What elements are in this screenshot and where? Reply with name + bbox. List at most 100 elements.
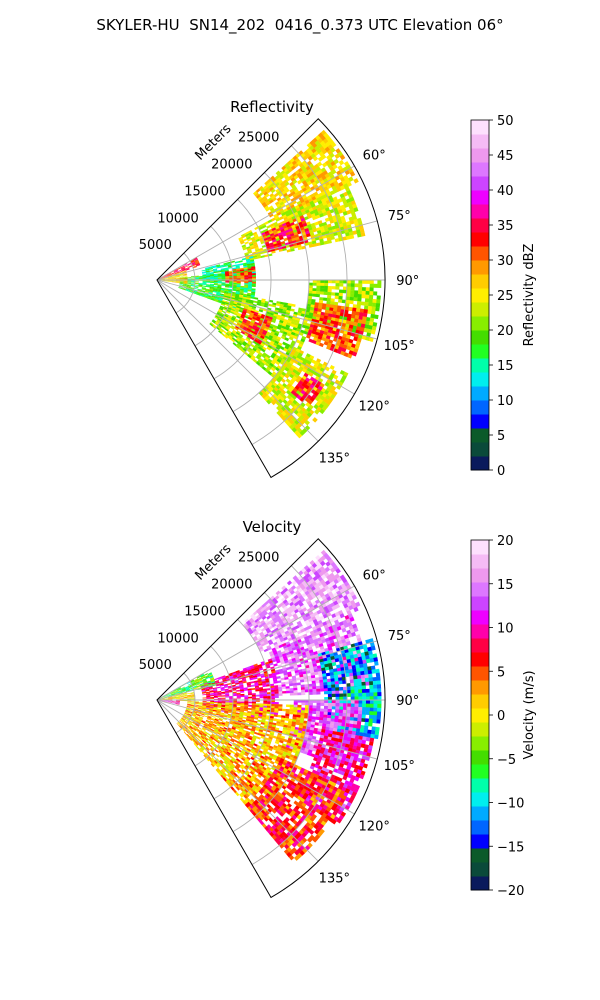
- echo-cell: [298, 212, 304, 217]
- echo-cell: [265, 354, 271, 359]
- echo-cell: [324, 280, 329, 284]
- echo-cell: [227, 307, 232, 311]
- echo-cell: [254, 192, 260, 198]
- echo-cell: [304, 199, 310, 205]
- echo-cell: [247, 317, 253, 321]
- echo-cell: [339, 690, 344, 694]
- echo-cell: [349, 208, 355, 214]
- echo-cell: [204, 267, 210, 269]
- echo-cell: [361, 717, 366, 723]
- echo-cell: [312, 705, 317, 709]
- echo-cell: [288, 174, 294, 180]
- echo-cell: [304, 377, 311, 383]
- colorbar-segment: [471, 246, 489, 261]
- echo-cell: [286, 580, 293, 586]
- echo-cell: [244, 331, 250, 335]
- echo-cell: [346, 703, 351, 707]
- echo-cell: [319, 714, 324, 718]
- echo-cell: [221, 310, 227, 314]
- echo-cell: [253, 256, 258, 260]
- echo-cell: [327, 213, 333, 218]
- echo-cell: [290, 331, 296, 336]
- echo-cell: [180, 266, 185, 269]
- echo-cell: [364, 298, 370, 303]
- echo-cell: [338, 621, 344, 627]
- echo-cell: [312, 228, 318, 233]
- echo-cell: [324, 309, 330, 314]
- echo-cell: [250, 293, 256, 296]
- echo-cell: [359, 327, 365, 332]
- echo-cell: [191, 280, 196, 282]
- echo-cell: [236, 281, 241, 283]
- echo-cell: [179, 280, 184, 282]
- echo-cell: [179, 283, 184, 285]
- echo-cell: [253, 610, 258, 616]
- echo-cell: [215, 314, 220, 318]
- echo-cell: [260, 607, 265, 613]
- echo-cell: [282, 634, 288, 639]
- echo-cell: [313, 184, 319, 189]
- echo-cell: [274, 201, 280, 206]
- echo-cell: [297, 606, 303, 612]
- echo-cell: [239, 290, 244, 293]
- echo-cell: [167, 273, 171, 276]
- echo-cell: [287, 637, 293, 642]
- echo-cell: [163, 275, 168, 278]
- echo-cell: [255, 608, 261, 613]
- echo-cell: [311, 366, 317, 372]
- echo-cell: [350, 700, 355, 704]
- polar-grid: [156, 145, 385, 445]
- echo-cell: [308, 702, 313, 706]
- echo-cell: [258, 226, 264, 231]
- echo-cell: [238, 298, 243, 302]
- echo-cell: [220, 303, 226, 307]
- echo-cell: [217, 273, 222, 275]
- echo-cell: [302, 234, 307, 239]
- echo-cell: [189, 291, 194, 294]
- echo-cell: [200, 293, 205, 296]
- echo-cell: [190, 287, 195, 290]
- echo-cell: [340, 309, 345, 314]
- echo-cell: [221, 276, 226, 278]
- echo-cell: [286, 214, 292, 220]
- echo-cell: [350, 286, 355, 291]
- echo-cell: [232, 287, 237, 290]
- echo-cell: [221, 319, 226, 323]
- echo-cell: [343, 203, 349, 208]
- echo-cell: [364, 301, 369, 307]
- echo-cell: [252, 315, 258, 319]
- echo-cell: [326, 236, 332, 241]
- echo-cell: [286, 634, 292, 640]
- echo-cell: [353, 218, 359, 224]
- echo-cell: [337, 233, 343, 239]
- echo-cell: [268, 641, 274, 646]
- echo-cell: [217, 285, 222, 287]
- echo-cell: [312, 198, 318, 204]
- echo-cell: [241, 235, 247, 239]
- echo-cell: [194, 286, 199, 289]
- echo-cell: [179, 277, 184, 279]
- echo-cell: [218, 316, 223, 320]
- echo-cell: [277, 398, 283, 404]
- echo-cell: [243, 264, 248, 267]
- echo-cell: [289, 683, 294, 687]
- echo-cell: [248, 304, 253, 308]
- echo-cell: [238, 238, 244, 242]
- echo-cell: [320, 228, 326, 234]
- echo-cell: [240, 273, 245, 276]
- echo-cell: [235, 331, 241, 336]
- echo-cell: [172, 277, 177, 279]
- echo-cell: [259, 335, 265, 340]
- echo-cell: [279, 354, 285, 359]
- echo-cell: [216, 312, 221, 316]
- echo-cell: [352, 307, 357, 312]
- echo-cell: [239, 345, 244, 350]
- echo-cell: [301, 308, 307, 312]
- azimuth-gridline: [156, 279, 378, 340]
- echo-cell: [202, 275, 207, 277]
- echo-cell: [264, 619, 270, 624]
- echo-cell: [326, 319, 332, 324]
- echo-cell: [335, 283, 340, 287]
- echo-cell: [353, 682, 359, 687]
- echo-cell: [297, 209, 302, 215]
